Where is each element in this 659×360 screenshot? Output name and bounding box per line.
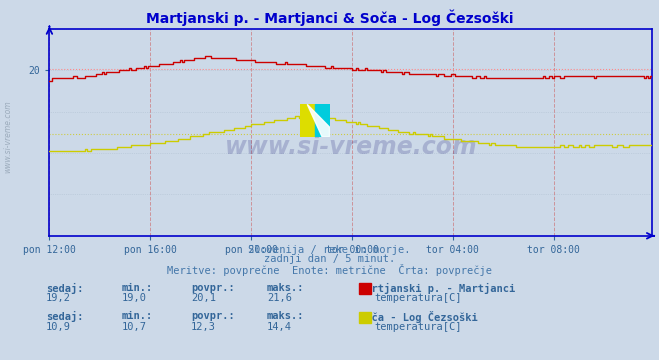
Text: min.:: min.: xyxy=(122,283,153,293)
Bar xyxy=(315,104,330,137)
Text: sedaj:: sedaj: xyxy=(46,311,84,323)
Text: povpr.:: povpr.: xyxy=(191,311,235,321)
Text: Meritve: povprečne  Enote: metrične  Črta: povprečje: Meritve: povprečne Enote: metrične Črta:… xyxy=(167,264,492,275)
Polygon shape xyxy=(307,104,330,137)
Text: temperatura[C]: temperatura[C] xyxy=(374,322,462,332)
Text: 10,9: 10,9 xyxy=(46,322,71,332)
Text: min.:: min.: xyxy=(122,311,153,321)
Text: maks.:: maks.: xyxy=(267,311,304,321)
Text: Soča - Log Čezsoški: Soča - Log Čezsoški xyxy=(359,311,478,323)
Text: Martjanski p. - Martjanci: Martjanski p. - Martjanci xyxy=(359,283,515,294)
Text: zadnji dan / 5 minut.: zadnji dan / 5 minut. xyxy=(264,254,395,264)
Text: 10,7: 10,7 xyxy=(122,322,147,332)
Text: temperatura[C]: temperatura[C] xyxy=(374,293,462,303)
Text: www.si-vreme.com: www.si-vreme.com xyxy=(3,100,13,173)
Text: Martjanski p. - Martjanci & Soča - Log Čezsoški: Martjanski p. - Martjanci & Soča - Log Č… xyxy=(146,9,513,26)
Text: maks.:: maks.: xyxy=(267,283,304,293)
Text: www.si-vreme.com: www.si-vreme.com xyxy=(225,135,477,159)
Text: 19,2: 19,2 xyxy=(46,293,71,303)
Text: povpr.:: povpr.: xyxy=(191,283,235,293)
Text: 12,3: 12,3 xyxy=(191,322,216,332)
Text: 20,1: 20,1 xyxy=(191,293,216,303)
Text: Slovenija / reke in morje.: Slovenija / reke in morje. xyxy=(248,245,411,255)
Bar xyxy=(300,104,315,137)
Text: 21,6: 21,6 xyxy=(267,293,292,303)
Text: 19,0: 19,0 xyxy=(122,293,147,303)
Text: sedaj:: sedaj: xyxy=(46,283,84,294)
Text: 14,4: 14,4 xyxy=(267,322,292,332)
